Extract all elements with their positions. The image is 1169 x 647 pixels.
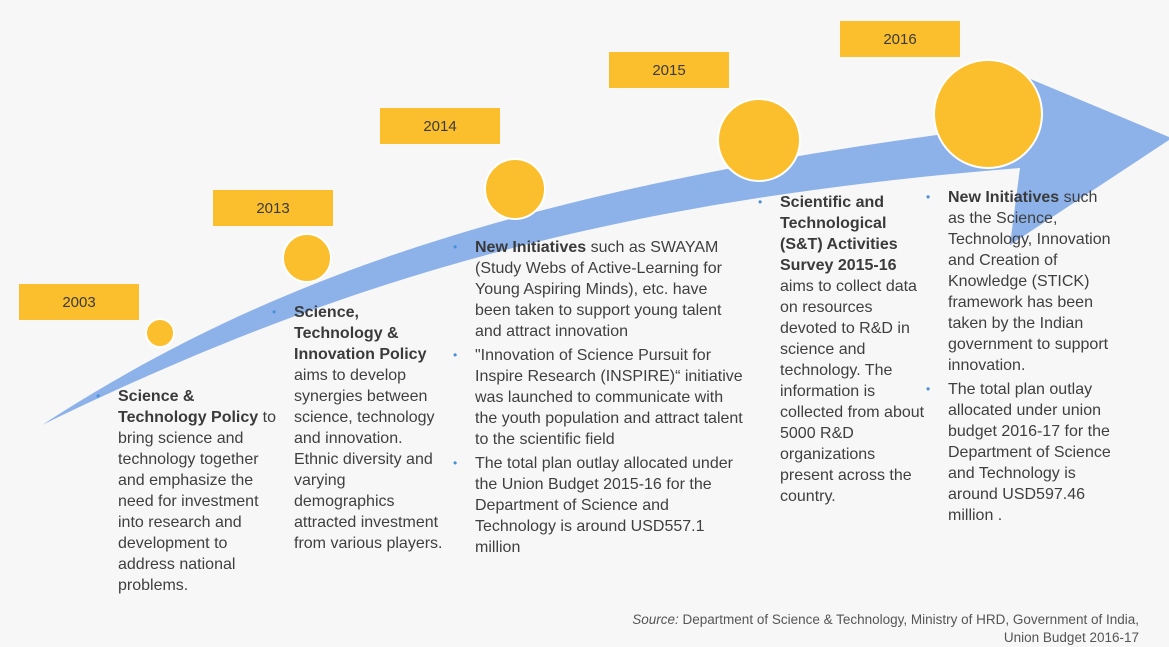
milestone-2003: Science & Technology Policy to bring sci… xyxy=(96,386,282,596)
year-marker-2003 xyxy=(145,318,175,348)
source-line-2: Union Budget 2016-17 xyxy=(1003,630,1139,645)
milestone-2016: New Initiatives such as the Science, Tec… xyxy=(926,187,1118,526)
year-label-2015: 2015 xyxy=(609,52,729,88)
source-text: Department of Science & Technology, Mini… xyxy=(678,612,1139,627)
bullet-text: to bring science and technology together… xyxy=(118,409,276,594)
source-line-1: Source: Department of Science & Technolo… xyxy=(632,611,1139,629)
year-marker-2014 xyxy=(484,158,546,220)
source-note: Source: Department of Science & Technolo… xyxy=(632,611,1139,647)
bullet-item: The total plan outlay allocated under un… xyxy=(926,379,1118,526)
bullet-bold: Science & Technology Policy xyxy=(118,388,259,426)
year-label-2014: 2014 xyxy=(380,108,500,144)
year-label-2016: 2016 xyxy=(840,21,960,57)
year-label-2003: 2003 xyxy=(19,284,139,320)
bullet-text: The total plan outlay allocated under un… xyxy=(948,381,1111,524)
bullet-bold: Science, Technology & Innovation Policy xyxy=(294,304,427,363)
year-marker-2013 xyxy=(282,233,332,283)
arrow-shape xyxy=(42,60,1169,425)
bullet-item: Scientific and Technological (S&T) Activ… xyxy=(758,192,930,507)
bullet-item: "Innovation of Science Pursuit for Inspi… xyxy=(453,345,745,450)
source-label: Source: xyxy=(632,612,679,627)
bullet-text: aims to collect data on resources devote… xyxy=(780,278,925,505)
milestone-2013: Science, Technology & Innovation Policy … xyxy=(272,302,444,554)
year-label-2013: 2013 xyxy=(213,190,333,226)
bullet-text: The total plan outlay allocated under th… xyxy=(475,455,733,556)
bullet-text: aims to develop synergies between scienc… xyxy=(294,367,443,552)
bullet-item: New Initiatives such as the Science, Tec… xyxy=(926,187,1118,376)
bullet-bold: New Initiatives xyxy=(948,189,1060,206)
bullet-item: Science & Technology Policy to bring sci… xyxy=(96,386,282,596)
bullet-text: such as SWAYAM (Study Webs of Active-Lea… xyxy=(475,239,722,340)
milestone-2015: Scientific and Technological (S&T) Activ… xyxy=(758,192,930,507)
bullet-bold: New Initiatives xyxy=(475,239,587,256)
bullet-bold: Scientific and Technological (S&T) Activ… xyxy=(780,194,898,274)
bullet-item: The total plan outlay allocated under th… xyxy=(453,453,745,558)
year-marker-2016 xyxy=(933,59,1043,169)
bullet-text: such as the Science, Technology, Innovat… xyxy=(948,189,1111,374)
bullet-item: New Initiatives such as SWAYAM (Study We… xyxy=(453,237,745,342)
milestone-2014: New Initiatives such as SWAYAM (Study We… xyxy=(453,237,745,558)
bullet-item: Science, Technology & Innovation Policy … xyxy=(272,302,444,554)
year-marker-2015 xyxy=(717,98,801,182)
bullet-text: "Innovation of Science Pursuit for Inspi… xyxy=(475,347,743,448)
